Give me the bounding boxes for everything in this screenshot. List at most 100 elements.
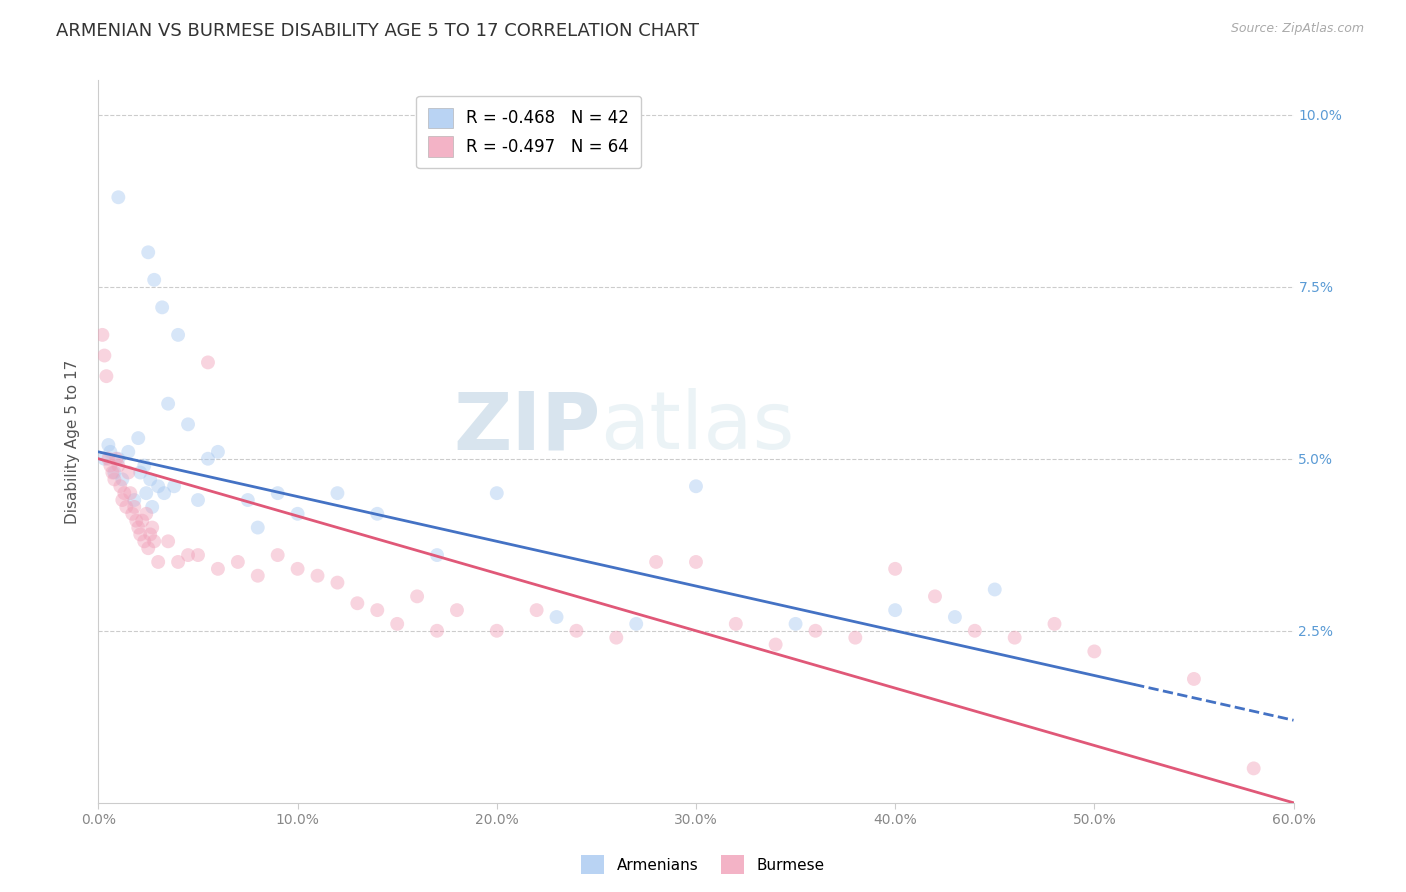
Point [115, 500, 138, 514]
Point [785, 616, 807, 631]
Text: atlas: atlas [600, 388, 794, 467]
Point [127, 520, 149, 534]
Point [157, 397, 180, 411]
Point [139, 472, 162, 486]
Point [226, 555, 249, 569]
Point [924, 590, 946, 604]
Point [485, 624, 508, 638]
Point [236, 493, 259, 508]
Legend: R = -0.468   N = 42, R = -0.497   N = 64: R = -0.468 N = 42, R = -0.497 N = 64 [416, 95, 641, 169]
Point [1043, 616, 1066, 631]
Point [984, 582, 1007, 597]
Point [326, 575, 349, 590]
Point [117, 466, 139, 480]
Point [120, 486, 142, 500]
Point [153, 486, 176, 500]
Point [121, 507, 143, 521]
Point [565, 624, 588, 638]
Point [148, 555, 170, 569]
Point [685, 555, 707, 569]
Point [177, 548, 200, 562]
Point [135, 486, 157, 500]
Point [246, 520, 269, 534]
Point [134, 534, 156, 549]
Point [135, 507, 157, 521]
Point [103, 466, 125, 480]
Point [426, 548, 449, 562]
Point [143, 273, 166, 287]
Point [406, 590, 429, 604]
Point [765, 638, 787, 652]
Point [93, 349, 115, 363]
Point [485, 486, 508, 500]
Point [91, 327, 114, 342]
Point [97, 438, 120, 452]
Point [157, 534, 180, 549]
Point [605, 631, 627, 645]
Point [267, 486, 290, 500]
Point [127, 431, 149, 445]
Legend: Armenians, Burmese: Armenians, Burmese [575, 849, 831, 880]
Point [546, 610, 568, 624]
Point [724, 616, 747, 631]
Point [101, 466, 124, 480]
Point [139, 527, 162, 541]
Point [685, 479, 707, 493]
Point [131, 514, 153, 528]
Point [346, 596, 368, 610]
Point [943, 610, 966, 624]
Point [107, 190, 129, 204]
Point [187, 493, 209, 508]
Point [141, 520, 163, 534]
Point [163, 479, 186, 493]
Point [167, 327, 190, 342]
Point [1004, 631, 1026, 645]
Point [446, 603, 468, 617]
Point [645, 555, 668, 569]
Point [884, 603, 907, 617]
Point [366, 507, 388, 521]
Point [366, 603, 388, 617]
Point [307, 568, 329, 582]
Text: Source: ZipAtlas.com: Source: ZipAtlas.com [1230, 22, 1364, 36]
Point [148, 479, 170, 493]
Text: ZIP: ZIP [453, 388, 600, 467]
Point [111, 472, 134, 486]
Point [124, 493, 146, 508]
Point [1083, 644, 1105, 658]
Point [107, 451, 129, 466]
Point [1182, 672, 1205, 686]
Point [112, 486, 135, 500]
Point [197, 355, 219, 369]
Point [150, 301, 173, 315]
Point [267, 548, 290, 562]
Point [963, 624, 986, 638]
Point [111, 493, 134, 508]
Point [167, 555, 190, 569]
Point [207, 445, 229, 459]
Point [124, 500, 146, 514]
Point [110, 479, 132, 493]
Point [1243, 761, 1265, 775]
Point [136, 245, 159, 260]
Point [103, 472, 125, 486]
Point [287, 507, 309, 521]
Point [141, 500, 163, 514]
Point [134, 458, 156, 473]
Point [93, 451, 115, 466]
Point [97, 451, 120, 466]
Point [125, 514, 148, 528]
Point [98, 445, 122, 459]
Point [246, 568, 269, 582]
Point [287, 562, 309, 576]
Point [107, 458, 129, 473]
Point [136, 541, 159, 556]
Point [197, 451, 219, 466]
Y-axis label: Disability Age 5 to 17: Disability Age 5 to 17 [65, 359, 80, 524]
Text: ARMENIAN VS BURMESE DISABILITY AGE 5 TO 17 CORRELATION CHART: ARMENIAN VS BURMESE DISABILITY AGE 5 TO … [56, 22, 699, 40]
Point [177, 417, 200, 432]
Point [326, 486, 349, 500]
Point [884, 562, 907, 576]
Point [207, 562, 229, 576]
Point [129, 466, 152, 480]
